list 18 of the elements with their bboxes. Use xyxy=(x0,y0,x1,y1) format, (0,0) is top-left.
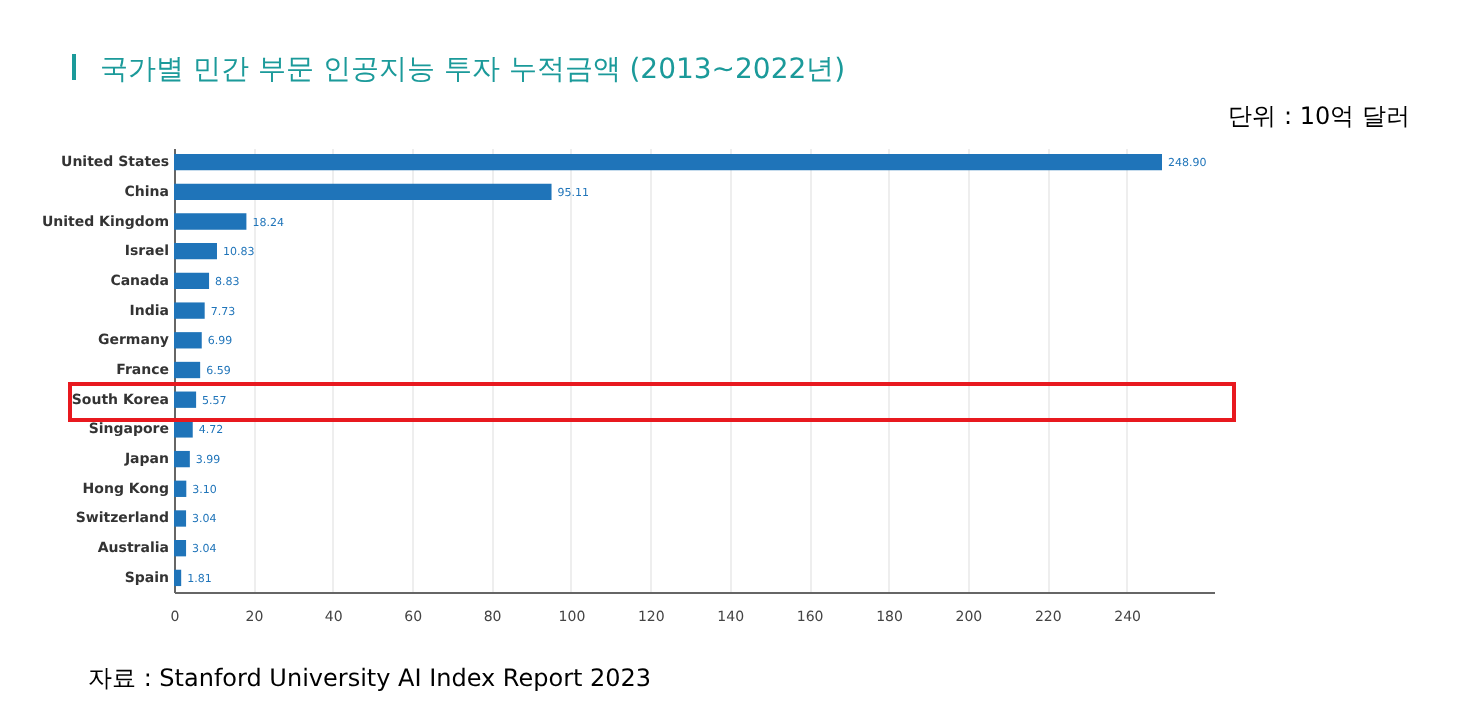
text: 자료 : Stanford University AI Index Report 2023 xyxy=(88,662,652,696)
bar xyxy=(174,302,205,319)
chart-title: 국가별 민간 부문 인공지능 투자 누적금액 (2013~2022년) xyxy=(72,52,846,88)
bar xyxy=(174,153,1162,171)
bar xyxy=(174,480,187,497)
bar xyxy=(174,450,190,468)
bar xyxy=(174,540,187,557)
bar xyxy=(174,213,247,230)
bar xyxy=(174,272,210,290)
bar xyxy=(174,391,197,408)
bar xyxy=(174,569,182,587)
bar xyxy=(174,183,552,200)
bar xyxy=(174,243,217,260)
bar xyxy=(174,332,202,349)
bar xyxy=(174,510,187,527)
text: 단위 : 10억 달러 xyxy=(1228,100,1410,134)
bar xyxy=(174,361,201,379)
bar xyxy=(174,421,193,438)
